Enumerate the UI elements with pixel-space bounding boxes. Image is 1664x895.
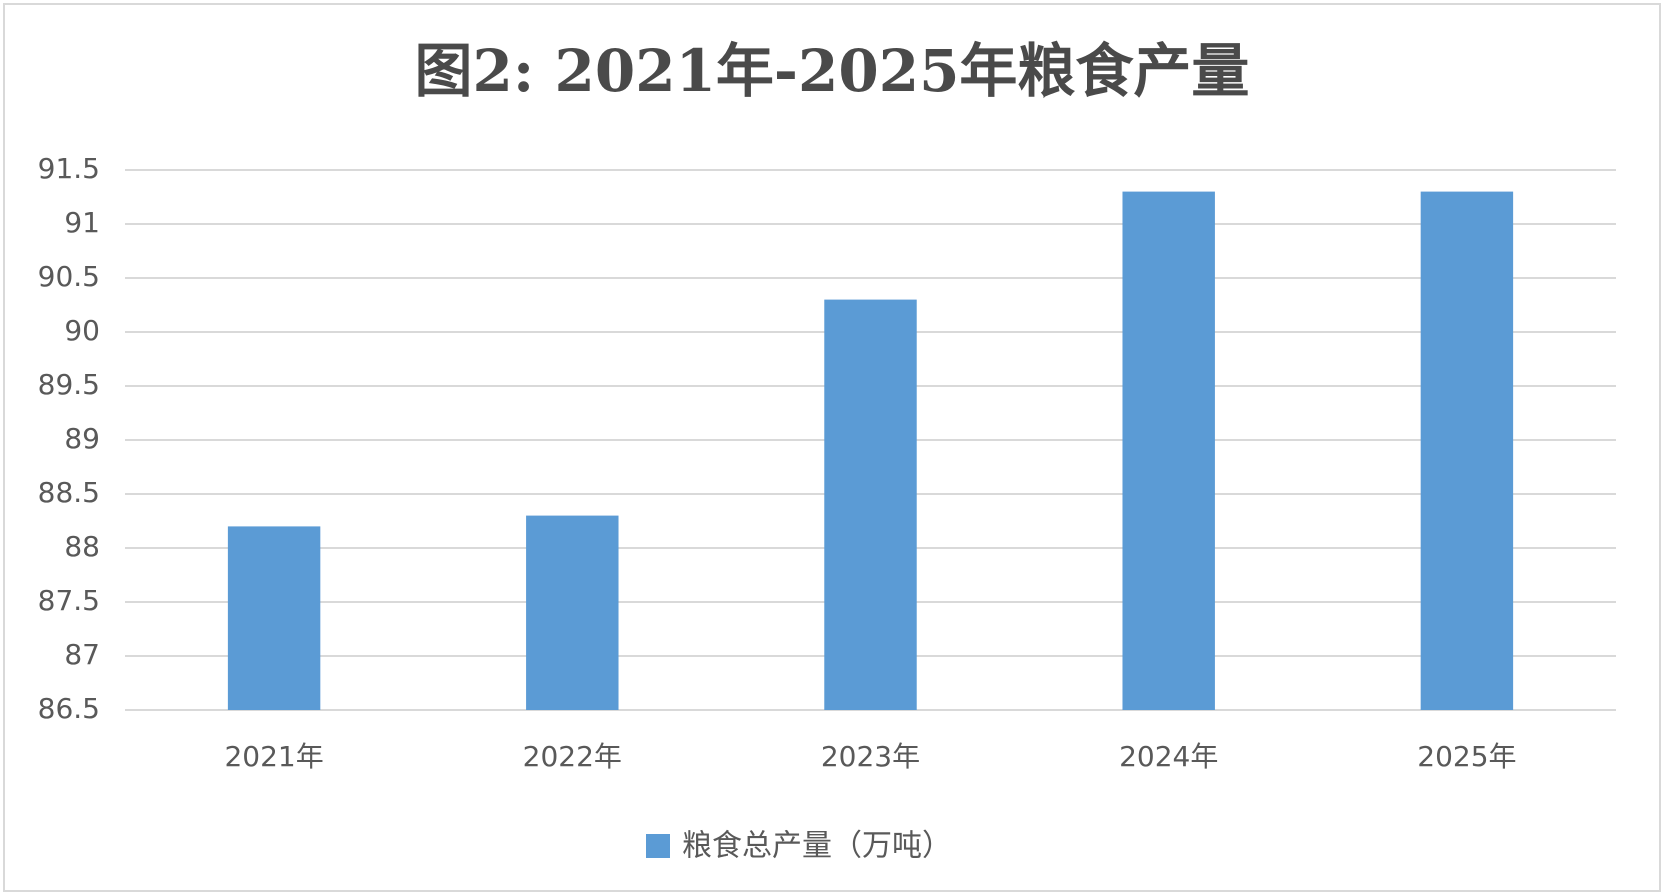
y-tick-label: 91.5: [38, 152, 100, 185]
bar: [1420, 191, 1514, 711]
y-tick-label: 87: [64, 638, 100, 671]
y-tick-label: 89.5: [38, 368, 100, 401]
x-tick-label: 2024年: [1119, 740, 1218, 773]
legend-label: 粮食总产量（万吨）: [682, 829, 952, 864]
bar: [1122, 191, 1215, 711]
y-tick-label: 88.5: [38, 476, 100, 509]
y-tick-label: 91: [64, 206, 100, 239]
y-tick-label: 87.5: [38, 584, 100, 617]
bar: [526, 515, 619, 710]
y-tick-label: 86.5: [38, 692, 100, 725]
x-tick-label: 2025年: [1417, 740, 1516, 773]
y-tick-label: 90: [64, 314, 100, 347]
x-tick-label: 2022年: [523, 740, 622, 773]
legend-swatch: [646, 834, 670, 858]
y-tick-label: 90.5: [38, 260, 100, 293]
bar: [824, 299, 917, 710]
x-tick-label: 2023年: [821, 740, 920, 773]
y-tick-label: 89: [64, 422, 100, 455]
bar: [227, 526, 321, 710]
y-tick-label: 88: [64, 530, 100, 563]
chart-title: 图2: 2021年-2025年粮食产量: [415, 37, 1250, 105]
x-tick-label: 2021年: [224, 740, 323, 773]
